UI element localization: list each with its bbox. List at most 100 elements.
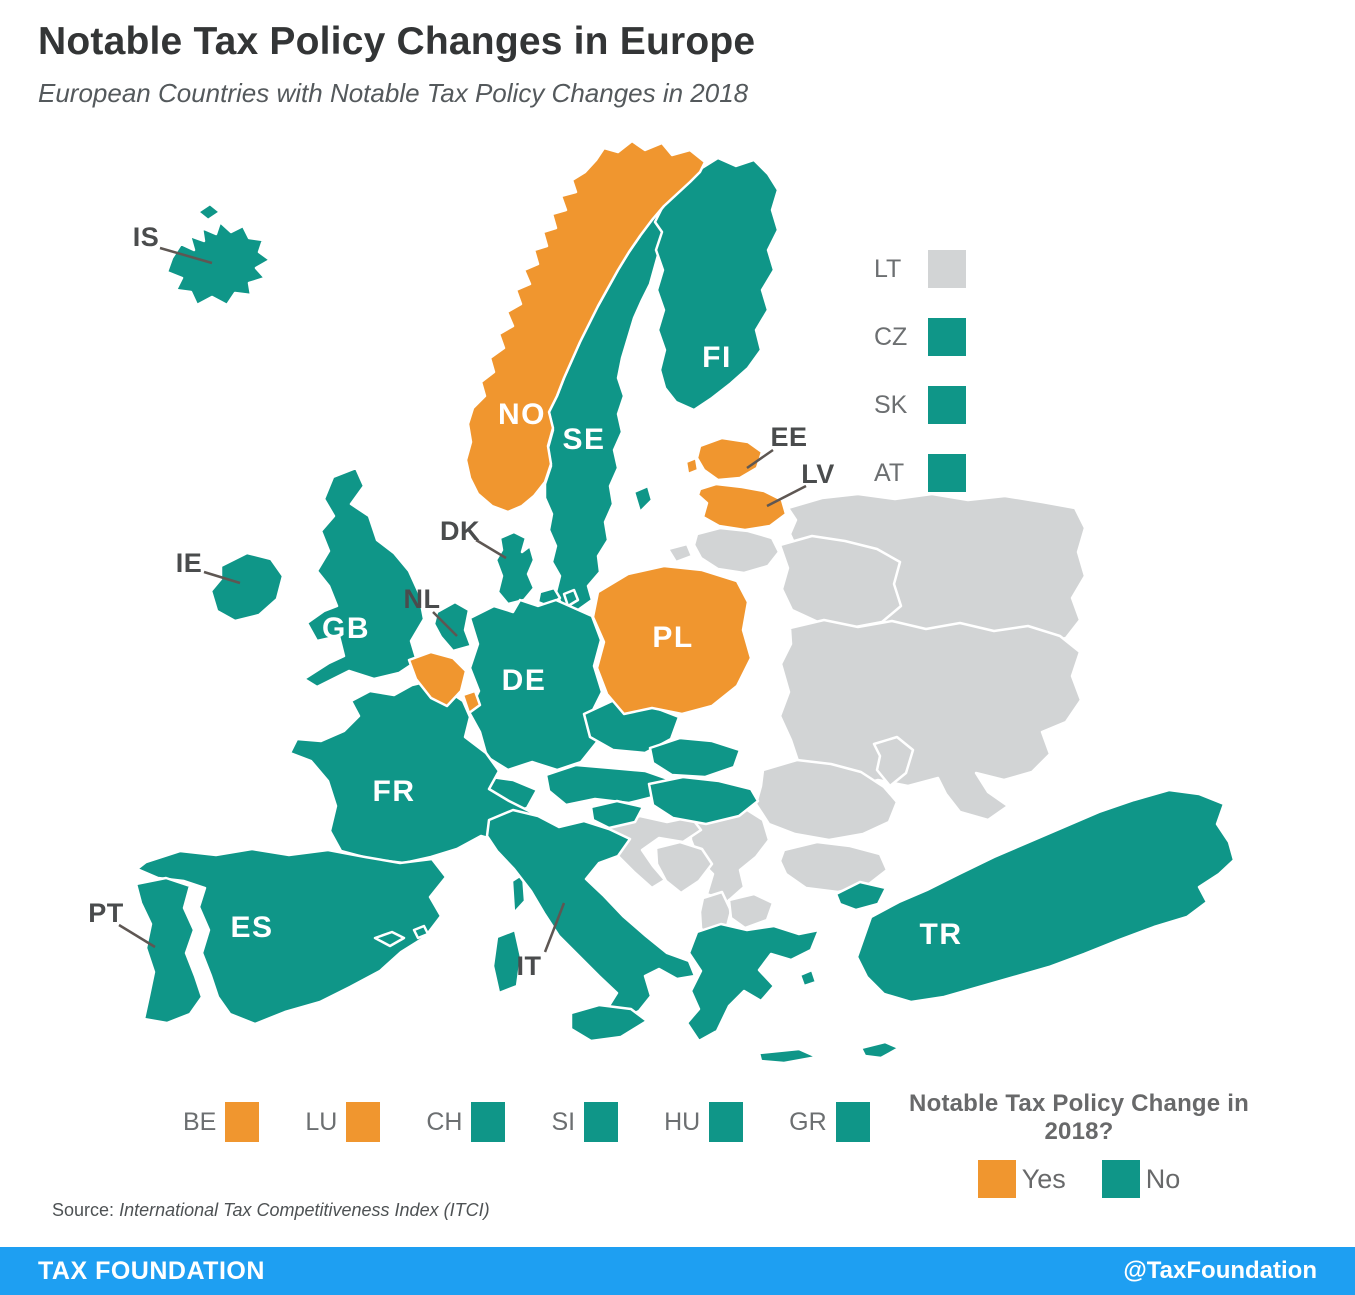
source-line: Source: International Tax Competitivenes…	[52, 1200, 490, 1221]
legend-label-cz: CZ	[874, 322, 908, 351]
legend-swatch-be	[225, 1102, 260, 1142]
map-label-pl: PL	[652, 621, 693, 654]
country-tr	[855, 788, 1236, 1004]
map-label-fi: FI	[702, 341, 732, 374]
map-label-no: NO	[498, 398, 546, 431]
country-sk	[648, 736, 742, 779]
country-no	[464, 139, 707, 514]
legend-swatch-cz	[928, 318, 966, 356]
map-label-dk: DK	[440, 516, 480, 546]
country-tr-thrace	[834, 880, 888, 912]
country-mk	[727, 892, 775, 930]
legend-swatch-ch	[471, 1102, 506, 1142]
map-label-ie: IE	[176, 548, 203, 578]
legend-item-at: AT	[874, 454, 966, 492]
country-cy	[859, 1040, 901, 1060]
legend-label-sk: SK	[874, 390, 908, 419]
legend-swatch-gr	[835, 1102, 870, 1142]
country-es	[135, 847, 448, 1026]
country-it-sicily	[569, 1003, 649, 1043]
legend-item-lt: LT	[874, 250, 966, 288]
callout-line-it	[543, 902, 566, 953]
country-pt	[134, 876, 204, 1025]
map-label-de: DE	[502, 664, 547, 697]
callout-line-lv	[766, 484, 807, 508]
footer-brand: TAX FOUNDATION	[38, 1256, 265, 1285]
country-pl	[591, 564, 753, 716]
map-label-it: IT	[517, 951, 542, 981]
legend-item-cz: CZ	[874, 318, 966, 356]
legend-swatch-lt	[928, 250, 966, 288]
map-label-gb: GB	[322, 612, 370, 645]
legend-swatch-hu	[709, 1102, 744, 1142]
country-lu	[461, 689, 482, 715]
legend-swatch-sk	[928, 386, 966, 424]
map-label-nl: NL	[404, 584, 441, 614]
country-es-mallorca	[373, 930, 406, 948]
country-it-sardinia	[491, 928, 523, 995]
country-it	[485, 808, 697, 1023]
legend-label-lt: LT	[874, 254, 902, 283]
legend-label-si: SI	[551, 1107, 576, 1136]
country-ba	[654, 840, 714, 895]
country-gr	[685, 922, 821, 1043]
legend-swatch-at	[928, 454, 966, 492]
legend-item-ch: CH	[426, 1102, 506, 1142]
country-si	[589, 799, 645, 830]
map-label-se: SE	[562, 423, 605, 456]
country-gb	[302, 466, 426, 689]
country-by	[778, 534, 903, 630]
country-nl	[432, 600, 473, 653]
map-label-ee: EE	[770, 422, 807, 452]
country-ee-saaremaa	[684, 456, 700, 476]
map-label-tr: TR	[920, 918, 963, 951]
question-legend-title: Notable Tax Policy Change in 2018?	[909, 1090, 1249, 1145]
map-label-is: IS	[133, 222, 160, 252]
yes-label: Yes	[1021, 1163, 1066, 1194]
country-fi	[653, 156, 780, 412]
country-gr-island	[798, 968, 818, 988]
source-text: International Tax Competitiveness Index …	[119, 1200, 490, 1220]
map-label-es: ES	[230, 911, 273, 944]
source-prefix: Source:	[52, 1200, 115, 1220]
legend-swatch-si	[584, 1102, 619, 1142]
callout-line-ee	[746, 448, 774, 470]
country-lt	[692, 526, 781, 575]
callout-line-dk	[475, 538, 507, 560]
question-legend-no: No	[1101, 1160, 1180, 1198]
country-gr-crete	[757, 1047, 819, 1065]
question-legend-yes: Yes	[977, 1160, 1066, 1198]
map-label-fr: FR	[373, 775, 416, 808]
question-legend-row: Yes No	[878, 1160, 1280, 1198]
country-ie	[209, 551, 285, 623]
country-ee	[695, 436, 764, 482]
legend-item-si: SI	[551, 1102, 619, 1142]
no-swatch	[1101, 1160, 1140, 1198]
country-is-islet	[196, 202, 222, 222]
country-ru-kaliningrad	[666, 542, 694, 564]
legend-swatch-lu	[346, 1102, 381, 1142]
country-is	[165, 220, 272, 307]
map-label-pt: PT	[88, 898, 124, 928]
country-dk-funen	[562, 588, 580, 608]
legend-label-be: BE	[183, 1107, 217, 1136]
legend-label-lu: LU	[305, 1107, 338, 1136]
legend-item-gr: GR	[789, 1102, 870, 1142]
country-es-menorca	[412, 924, 430, 940]
footer-bar: TAX FOUNDATION @TaxFoundation	[0, 1247, 1355, 1295]
legend-item-sk: SK	[874, 386, 966, 424]
callout-line-is	[159, 246, 213, 265]
page-subtitle: European Countries with Notable Tax Poli…	[38, 78, 749, 108]
legend-item-lu: LU	[305, 1102, 381, 1142]
callout-line-nl	[432, 611, 458, 637]
legend-bottom: BE LU CH SI HU GR	[183, 1102, 916, 1142]
legend-label-gr: GR	[789, 1107, 827, 1136]
map-label-lv: LV	[801, 459, 835, 489]
legend-item-be: BE	[183, 1102, 260, 1142]
footer-twitter-handle: @TaxFoundation	[1123, 1257, 1317, 1284]
legend-right: LT CZ SK AT	[874, 250, 966, 522]
yes-swatch	[977, 1160, 1016, 1198]
callout-line-pt	[118, 923, 156, 949]
country-se-gotland	[632, 484, 654, 514]
